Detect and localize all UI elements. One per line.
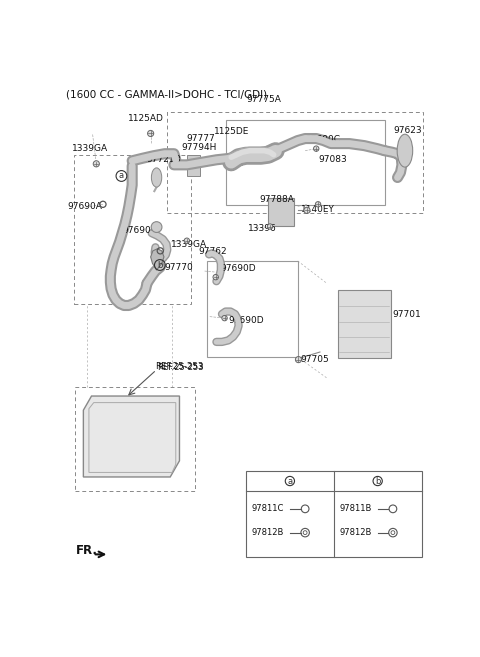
Text: 97623: 97623 <box>394 126 422 135</box>
Text: 1339GA: 1339GA <box>171 240 207 249</box>
Circle shape <box>315 202 321 207</box>
Text: FR.: FR. <box>76 544 98 557</box>
Text: 97721B: 97721B <box>146 155 181 164</box>
Text: b: b <box>157 261 163 269</box>
Text: 97083: 97083 <box>318 155 347 164</box>
Bar <box>337 290 391 358</box>
Text: 97690C: 97690C <box>305 135 340 144</box>
Text: 97690A: 97690A <box>68 202 103 211</box>
Circle shape <box>222 315 227 321</box>
Bar <box>167 112 423 213</box>
Text: 97690F: 97690F <box>122 226 156 235</box>
Text: 97811C: 97811C <box>252 505 284 513</box>
Bar <box>187 155 200 176</box>
Circle shape <box>267 224 273 229</box>
Text: 97812B: 97812B <box>339 528 372 537</box>
Text: 97777: 97777 <box>187 134 216 143</box>
Text: 97701: 97701 <box>392 309 421 319</box>
Text: a: a <box>288 476 292 486</box>
Text: a: a <box>119 171 124 181</box>
Text: 97705: 97705 <box>300 355 329 364</box>
Text: REF.25-253: REF.25-253 <box>157 363 204 372</box>
Circle shape <box>184 238 190 244</box>
Circle shape <box>151 221 162 233</box>
Text: 97770: 97770 <box>164 263 192 271</box>
Bar <box>246 471 421 557</box>
Text: 1125DE: 1125DE <box>214 127 249 137</box>
Text: 97775A: 97775A <box>246 95 281 104</box>
Text: 97794H: 97794H <box>181 143 216 152</box>
Circle shape <box>213 275 218 280</box>
Bar <box>74 155 191 304</box>
Polygon shape <box>84 396 180 477</box>
Text: 13396: 13396 <box>248 223 276 233</box>
Circle shape <box>313 146 319 151</box>
Bar <box>226 120 384 206</box>
Circle shape <box>147 130 154 137</box>
Polygon shape <box>151 249 164 270</box>
Text: b: b <box>375 476 380 486</box>
Text: 97762: 97762 <box>198 247 227 256</box>
Text: 1339GA: 1339GA <box>72 144 108 153</box>
Ellipse shape <box>397 134 413 167</box>
Circle shape <box>93 161 99 167</box>
Bar <box>75 388 195 491</box>
Circle shape <box>295 357 301 363</box>
Text: 97811B: 97811B <box>339 505 372 513</box>
Text: (1600 CC - GAMMA-II>DOHC - TCI/GDI): (1600 CC - GAMMA-II>DOHC - TCI/GDI) <box>66 90 267 100</box>
Text: 97690D: 97690D <box>228 316 264 325</box>
Bar <box>268 198 294 225</box>
Text: 97812B: 97812B <box>252 528 284 537</box>
Circle shape <box>304 208 310 214</box>
Text: 1140EY: 1140EY <box>300 205 335 214</box>
Text: 1125AD: 1125AD <box>128 114 164 123</box>
Text: 97788A: 97788A <box>259 194 294 204</box>
Text: 97690D: 97690D <box>220 264 256 273</box>
Bar <box>207 261 298 357</box>
Text: REF.25-253: REF.25-253 <box>156 362 204 371</box>
Ellipse shape <box>151 168 162 187</box>
